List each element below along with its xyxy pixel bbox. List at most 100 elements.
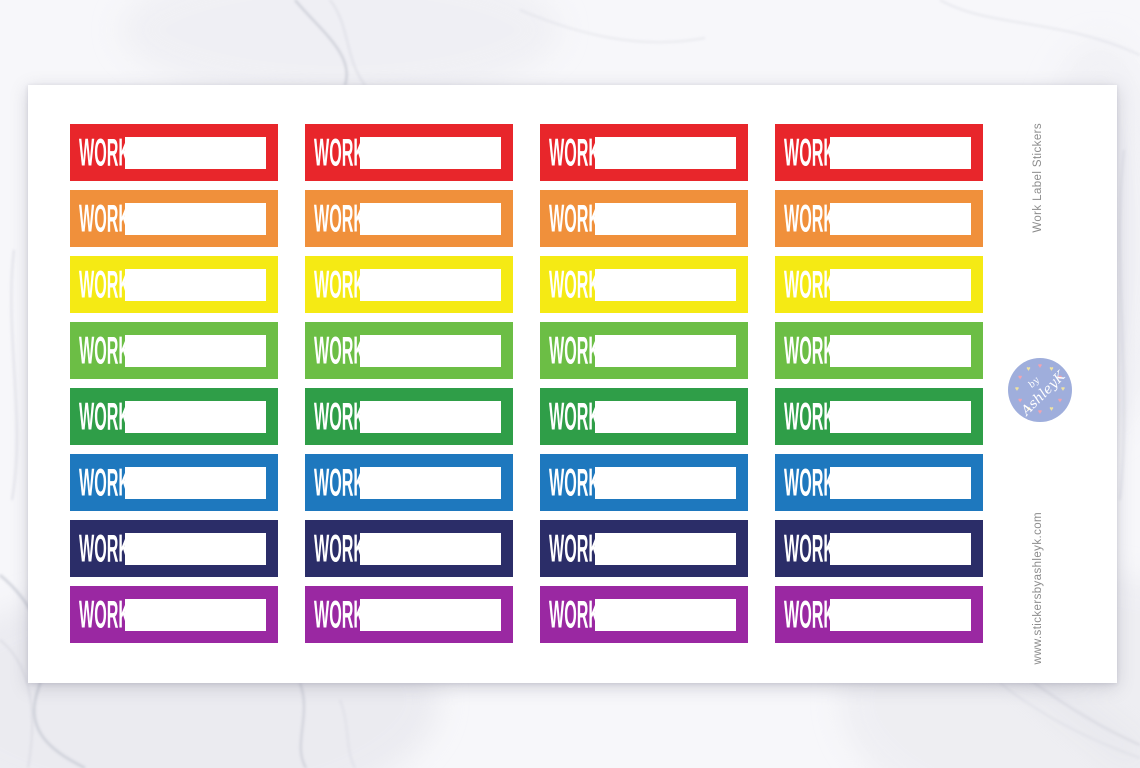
sticker-write-in-box [595, 401, 736, 433]
sticker-write-in-box [125, 203, 266, 235]
sticker-write-in-box [830, 533, 971, 565]
sticker-label: WORK [79, 262, 131, 307]
sticker-label: WORK [314, 130, 366, 175]
sticker-write-in-box [360, 401, 501, 433]
sticker-red-col2: WORK [305, 124, 513, 181]
sticker-label: WORK [549, 262, 601, 307]
sticker-yellow-col1: WORK [70, 256, 278, 313]
sticker-red-col3: WORK [540, 124, 748, 181]
sticker-label: WORK [784, 526, 836, 571]
sticker-label: WORK [549, 592, 601, 637]
sticker-write-in-box [125, 599, 266, 631]
sticker-red-col1: WORK [70, 124, 278, 181]
logo-signature-text: AshleyK [1017, 368, 1070, 421]
sticker-yellow-col3: WORK [540, 256, 748, 313]
sticker-label: WORK [549, 394, 601, 439]
sticker-label: WORK [784, 394, 836, 439]
sticker-write-in-box [360, 335, 501, 367]
sticker-label: WORK [549, 328, 601, 373]
sticker-yellow-col4: WORK [775, 256, 983, 313]
sticker-label: WORK [314, 460, 366, 505]
sticker-blue-col1: WORK [70, 454, 278, 511]
sticker-navy-col2: WORK [305, 520, 513, 577]
sticker-write-in-box [595, 599, 736, 631]
sticker-label: WORK [549, 130, 601, 175]
sticker-label: WORK [784, 328, 836, 373]
sticker-label: WORK [314, 394, 366, 439]
sticker-write-in-box [830, 599, 971, 631]
sticker-red-col4: WORK [775, 124, 983, 181]
sticker-write-in-box [595, 137, 736, 169]
sticker-label: WORK [549, 526, 601, 571]
sticker-label: WORK [79, 328, 131, 373]
sticker-light-green-col4: WORK [775, 322, 983, 379]
sticker-label: WORK [314, 262, 366, 307]
sticker-write-in-box [125, 335, 266, 367]
sticker-write-in-box [830, 401, 971, 433]
sticker-write-in-box [125, 401, 266, 433]
sticker-write-in-box [830, 269, 971, 301]
sticker-write-in-box [125, 467, 266, 499]
brand-logo-badge: ♥ ♥ ♥ ♥ ♥ ♥ ♥ ♥ ♥ ♥ ♥ ♥ by AshleyK [1008, 358, 1072, 422]
sticker-navy-col4: WORK [775, 520, 983, 577]
sticker-write-in-box [125, 137, 266, 169]
sticker-blue-col3: WORK [540, 454, 748, 511]
sticker-orange-col4: WORK [775, 190, 983, 247]
sticker-write-in-box [830, 203, 971, 235]
sticker-write-in-box [360, 269, 501, 301]
sticker-sheet: WORK WORK WORK WORK WORK WORK WORK WORK WORK WORK… [28, 85, 1117, 683]
sticker-light-green-col1: WORK [70, 322, 278, 379]
sticker-write-in-box [595, 467, 736, 499]
sticker-label: WORK [314, 526, 366, 571]
sticker-label: WORK [784, 262, 836, 307]
sticker-navy-col3: WORK [540, 520, 748, 577]
sticker-write-in-box [360, 137, 501, 169]
sticker-green-col1: WORK [70, 388, 278, 445]
sticker-write-in-box [595, 269, 736, 301]
sticker-purple-col1: WORK [70, 586, 278, 643]
sticker-label: WORK [314, 196, 366, 241]
logo-script-text: by AshleyK [1017, 368, 1070, 421]
sticker-label: WORK [549, 196, 601, 241]
sticker-orange-col2: WORK [305, 190, 513, 247]
sticker-green-col4: WORK [775, 388, 983, 445]
sticker-label: WORK [784, 460, 836, 505]
product-title-vertical-text: Work Label Stickers [1032, 123, 1044, 233]
sticker-label: WORK [784, 130, 836, 175]
sticker-label: WORK [549, 460, 601, 505]
sticker-label: WORK [314, 328, 366, 373]
sticker-navy-col1: WORK [70, 520, 278, 577]
sticker-label: WORK [314, 592, 366, 637]
sticker-write-in-box [125, 269, 266, 301]
sticker-write-in-box [125, 533, 266, 565]
sticker-yellow-col2: WORK [305, 256, 513, 313]
sticker-orange-col1: WORK [70, 190, 278, 247]
sticker-green-col2: WORK [305, 388, 513, 445]
sticker-write-in-box [830, 335, 971, 367]
sticker-blue-col2: WORK [305, 454, 513, 511]
sticker-purple-col4: WORK [775, 586, 983, 643]
sticker-label: WORK [784, 196, 836, 241]
sticker-label: WORK [79, 196, 131, 241]
sticker-label: WORK [79, 526, 131, 571]
sticker-label: WORK [79, 394, 131, 439]
sticker-grid: WORK WORK WORK WORK WORK WORK WORK WORK WORK WORK… [70, 124, 983, 643]
sticker-blue-col4: WORK [775, 454, 983, 511]
sticker-write-in-box [360, 467, 501, 499]
sticker-write-in-box [595, 335, 736, 367]
sticker-green-col3: WORK [540, 388, 748, 445]
sticker-write-in-box [830, 137, 971, 169]
sticker-orange-col3: WORK [540, 190, 748, 247]
sticker-label: WORK [79, 130, 131, 175]
sticker-light-green-col2: WORK [305, 322, 513, 379]
sticker-write-in-box [360, 599, 501, 631]
sticker-write-in-box [360, 203, 501, 235]
sticker-label: WORK [79, 460, 131, 505]
sticker-purple-col3: WORK [540, 586, 748, 643]
sticker-label: WORK [79, 592, 131, 637]
sticker-write-in-box [360, 533, 501, 565]
sticker-purple-col2: WORK [305, 586, 513, 643]
sticker-light-green-col3: WORK [540, 322, 748, 379]
sticker-label: WORK [784, 592, 836, 637]
